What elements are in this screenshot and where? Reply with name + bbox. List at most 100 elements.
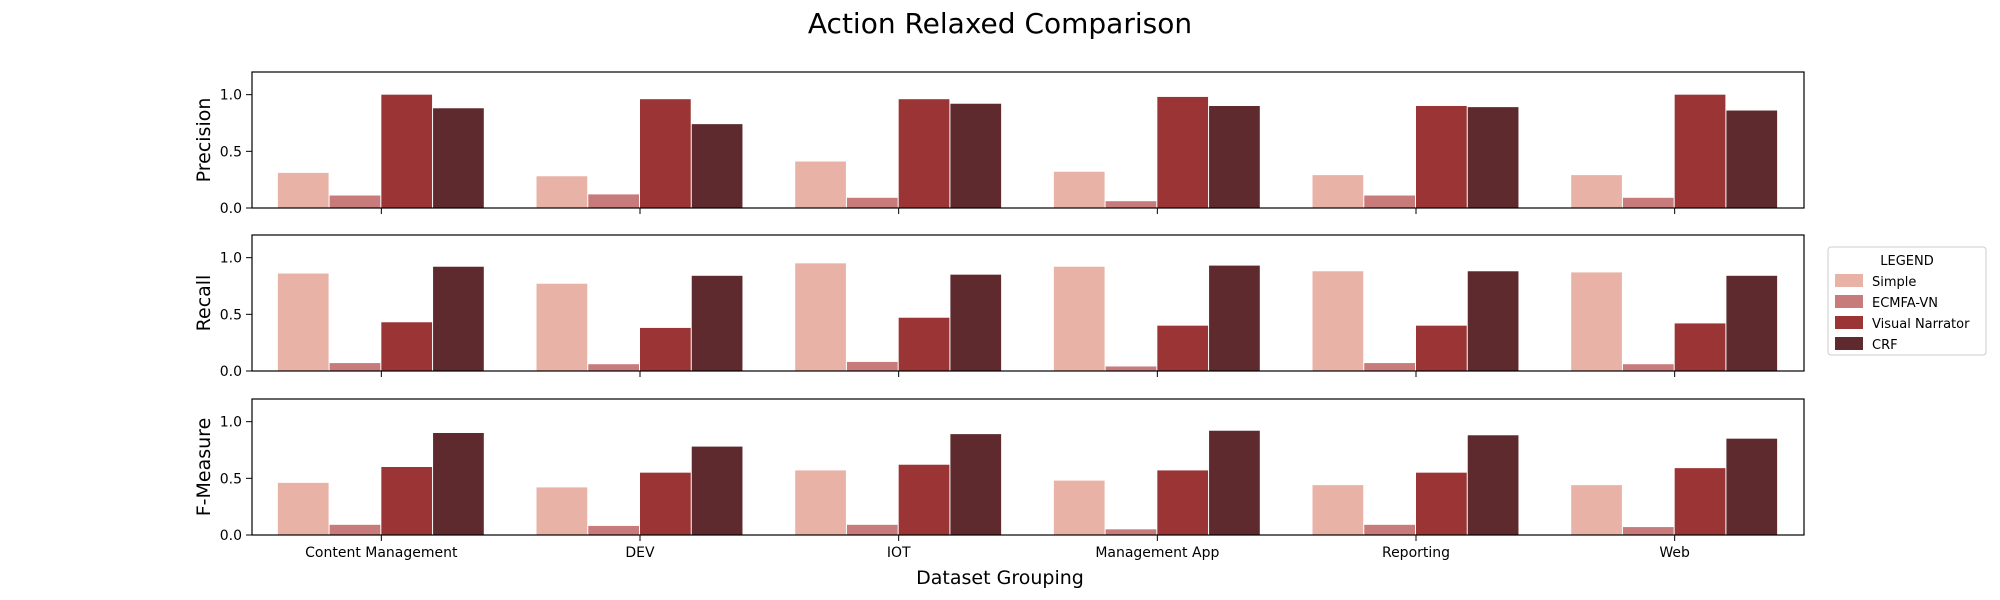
y-tick-label: 0.0 xyxy=(220,201,242,217)
bar xyxy=(1467,107,1519,208)
bar xyxy=(898,317,950,371)
chart-title: Action Relaxed Comparison xyxy=(808,7,1192,40)
panel-frame xyxy=(251,71,1805,209)
bar xyxy=(1571,272,1622,371)
bar xyxy=(536,283,588,371)
bar xyxy=(1726,438,1778,535)
legend-title: LEGEND xyxy=(1880,254,1933,269)
legend: LEGEND Simple ECMFA-VN Visual Narrator CRF xyxy=(1827,246,1987,356)
y-tick-label: 0.0 xyxy=(220,364,242,380)
bar xyxy=(1674,468,1726,535)
x-tick-label: IOT xyxy=(887,545,911,561)
x-tick-label: Management App xyxy=(1095,545,1219,561)
x-tick-label: Web xyxy=(1659,545,1690,561)
bar xyxy=(1571,175,1622,208)
y-tick-label: 1.0 xyxy=(220,88,242,104)
legend-box xyxy=(1827,246,1987,356)
bar xyxy=(277,273,329,371)
bar xyxy=(536,487,588,535)
bar xyxy=(1416,472,1467,535)
y-tick-label: 0.5 xyxy=(220,144,242,160)
legend-swatch xyxy=(1835,337,1863,350)
bar xyxy=(1157,325,1209,371)
bar xyxy=(1726,275,1778,371)
panel-frame xyxy=(251,398,1805,536)
bar xyxy=(691,446,743,535)
bar xyxy=(1105,529,1157,535)
bar xyxy=(1571,485,1622,535)
bar xyxy=(1467,271,1519,371)
y-tick-label: 1.0 xyxy=(220,415,242,431)
panel-recall: 0.0 0.5 1.0 Recall xyxy=(193,234,1805,380)
bar xyxy=(381,322,433,371)
bar xyxy=(536,176,588,208)
bar xyxy=(329,195,381,208)
bar xyxy=(1157,96,1209,208)
bar xyxy=(433,266,484,371)
bar xyxy=(640,472,691,535)
bar xyxy=(1312,485,1364,535)
bar xyxy=(1105,366,1157,371)
bar xyxy=(898,99,950,208)
bar xyxy=(1467,435,1519,535)
legend-swatch xyxy=(1835,316,1863,329)
bar xyxy=(640,99,691,208)
bar xyxy=(1622,527,1674,535)
bar xyxy=(1726,110,1778,208)
bar xyxy=(1053,266,1105,371)
bar xyxy=(1416,325,1467,371)
legend-label: Simple xyxy=(1872,275,1916,290)
legend-swatch xyxy=(1835,274,1863,287)
bar xyxy=(691,124,743,208)
bar xyxy=(381,467,433,535)
panels: 0.0 0.5 1.0 Precision 0.0 0.5 1.0 Recall 0.0 0.5 1… xyxy=(193,71,1805,561)
bar xyxy=(950,274,1002,371)
bar xyxy=(1364,524,1415,535)
y-axis-label: F-Measure xyxy=(193,418,215,517)
bar xyxy=(898,464,950,535)
x-tick-label: Content Management xyxy=(305,545,458,561)
bar xyxy=(846,524,898,535)
bar xyxy=(433,433,484,535)
y-tick-label: 0.5 xyxy=(220,471,242,487)
bar xyxy=(1622,197,1674,208)
y-tick-label: 0.5 xyxy=(220,307,242,323)
bar xyxy=(1209,265,1260,371)
bar xyxy=(795,263,846,371)
bar xyxy=(433,108,484,208)
panel-frame xyxy=(251,234,1805,372)
bar xyxy=(1364,195,1415,208)
y-tick-label: 1.0 xyxy=(220,251,242,267)
bar xyxy=(1674,323,1726,371)
bar xyxy=(1674,94,1726,208)
bar xyxy=(381,94,433,208)
legend-label: Visual Narrator xyxy=(1872,317,1970,332)
legend-label: CRF xyxy=(1872,338,1898,353)
legend-swatch xyxy=(1835,295,1863,308)
bar xyxy=(846,361,898,371)
bar xyxy=(1312,175,1364,208)
bar xyxy=(950,103,1002,208)
bar xyxy=(588,525,639,535)
x-axis-label: Dataset Grouping xyxy=(916,567,1084,589)
bar xyxy=(1622,364,1674,371)
x-tick-label: Reporting xyxy=(1382,545,1450,561)
bar xyxy=(1053,480,1105,535)
bar xyxy=(588,364,639,371)
bar xyxy=(1209,430,1260,535)
bar xyxy=(1053,171,1105,208)
bar xyxy=(329,363,381,371)
y-axis-label: Recall xyxy=(193,275,215,332)
bar xyxy=(950,434,1002,535)
legend-label: ECMFA-VN xyxy=(1872,296,1938,311)
bar xyxy=(846,197,898,208)
panel-f-measure: 0.0 0.5 1.0 Content Management DEV IOT Managem… xyxy=(193,398,1805,561)
bar xyxy=(795,161,846,208)
y-axis-label: Precision xyxy=(193,98,215,183)
bar xyxy=(1157,470,1209,535)
bar xyxy=(640,327,691,371)
bar xyxy=(277,482,329,535)
bar xyxy=(1209,106,1260,208)
bar xyxy=(277,172,329,208)
